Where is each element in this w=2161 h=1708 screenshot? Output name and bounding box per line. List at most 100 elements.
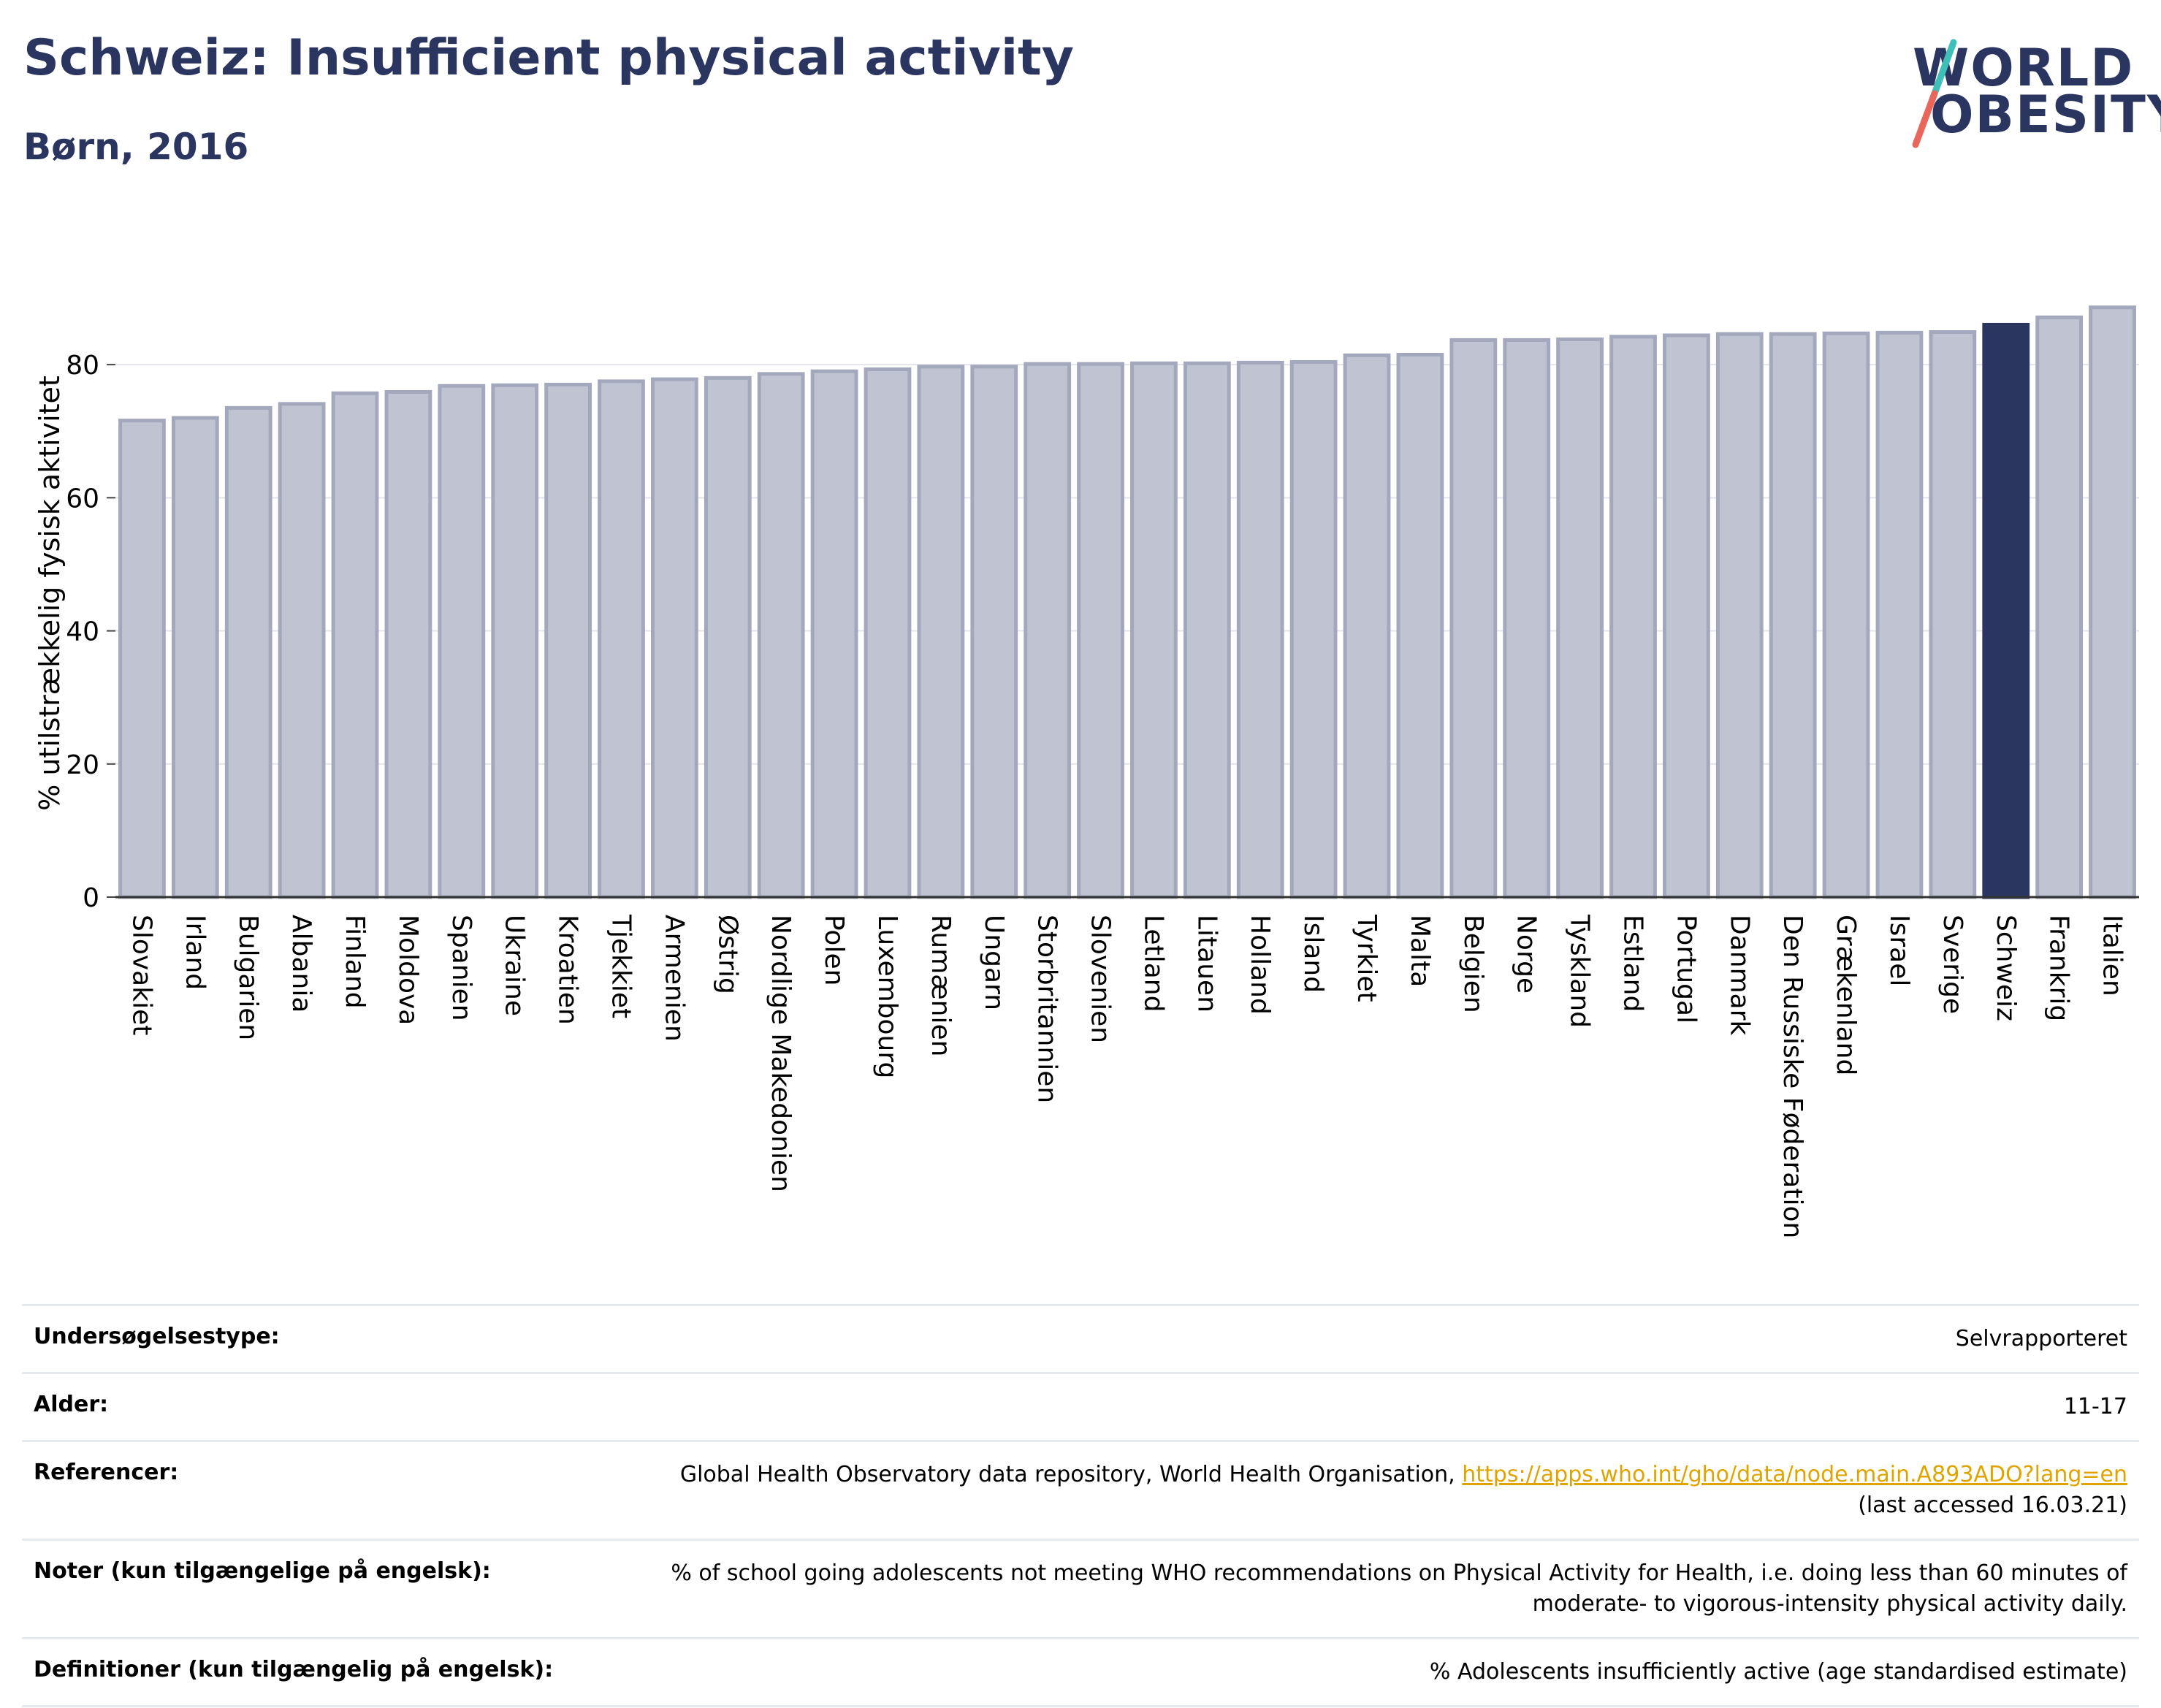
x-tick-label: Portugal xyxy=(1671,915,1701,1023)
x-tick-label: Den Russiske Føderation xyxy=(1777,915,1807,1238)
x-tick-label: Tyrkiet xyxy=(1352,914,1381,1002)
x-tick-label: Storbritannien xyxy=(1032,915,1062,1103)
x-tick-label: Sverige xyxy=(1937,915,1967,1014)
x-tick-label: Albania xyxy=(286,915,316,1013)
world-obesity-logo: WORLD OBESITY xyxy=(1892,35,2161,152)
bar-frankrig[interactable] xyxy=(2035,315,2084,899)
bar-schweiz[interactable] xyxy=(1982,322,2030,899)
x-tick-label: Ukraine xyxy=(500,915,530,1016)
y-tick-label: 60 xyxy=(66,484,99,514)
bar-danmark[interactable] xyxy=(1715,332,1764,899)
notes-value: % of school going adolescents not meetin… xyxy=(671,1558,2127,1620)
x-tick-label: Slovenien xyxy=(1086,915,1116,1043)
x-tick-label: Tjekkiet xyxy=(606,914,636,1018)
x-tick-label: Italien xyxy=(2097,915,2127,996)
x-tick-label: Luxembourg xyxy=(872,915,902,1078)
bar-portugal[interactable] xyxy=(1663,333,1710,899)
bar-irland[interactable] xyxy=(171,416,219,899)
x-tick-label: Island xyxy=(1298,915,1328,993)
x-tick-label: Bulgarien xyxy=(233,915,263,1040)
x-tick-label: Kroatien xyxy=(553,915,583,1025)
x-tick-label: Malta xyxy=(1405,915,1435,987)
bar-albania[interactable] xyxy=(278,402,326,899)
bar-tyskland[interactable] xyxy=(1556,337,1604,899)
bar-belgien[interactable] xyxy=(1449,338,1498,899)
bar-bulgarien[interactable] xyxy=(224,405,272,899)
bar-litauen[interactable] xyxy=(1183,361,1231,899)
references-value: Global Health Observatory data repositor… xyxy=(680,1460,2127,1521)
y-tick-label: 0 xyxy=(83,883,99,913)
x-tick-label: Danmark xyxy=(1724,915,1754,1036)
bar-kroatien[interactable] xyxy=(544,382,592,899)
x-tick-label: Nordlige Makedonien xyxy=(766,915,796,1192)
bar-nordlige-makedonien[interactable] xyxy=(757,372,805,899)
bar-spanien[interactable] xyxy=(438,384,486,899)
x-tick-label: Litauen xyxy=(1192,915,1221,1013)
references-text: Global Health Observatory data repositor… xyxy=(679,1462,1455,1487)
bar-italien[interactable] xyxy=(2089,305,2136,899)
bar-norge[interactable] xyxy=(1503,338,1551,899)
chart-subtitle: Børn, 2016 xyxy=(23,126,249,168)
notes-line-2: moderate- to vigorous-intensity physical… xyxy=(1532,1591,2127,1617)
chart-title: Schweiz: Insufficient physical activity xyxy=(23,29,1074,87)
info-table: Undersøgelsestype: Selvrapporteret Alder… xyxy=(22,1304,2139,1707)
bar-luxembourg[interactable] xyxy=(864,367,912,899)
bar-slovakiet[interactable] xyxy=(118,419,166,899)
survey-type-value: Selvrapporteret xyxy=(1955,1326,2127,1351)
bar-storbritannien[interactable] xyxy=(1024,362,1072,899)
bar-den-russiske-føderation[interactable] xyxy=(1769,332,1817,899)
info-row-survey-type: Undersøgelsestype: Selvrapporteret xyxy=(22,1304,2139,1372)
bar-armenien[interactable] xyxy=(651,377,698,899)
x-tick-label: Slovakiet xyxy=(126,915,156,1035)
references-label: Referencer: xyxy=(34,1460,179,1485)
x-tick-label: Spanien xyxy=(446,915,476,1021)
x-tick-label: Moldova xyxy=(393,915,423,1025)
bar-moldova[interactable] xyxy=(384,389,432,899)
bar-letland[interactable] xyxy=(1130,361,1178,899)
references-accessed: (last accessed 16.03.21) xyxy=(1858,1492,2127,1518)
references-link[interactable]: https://apps.who.int/gho/data/node.main.… xyxy=(1462,1462,2127,1487)
bar-tjekkiet[interactable] xyxy=(598,379,645,899)
info-row-age: Alder: 11-17 xyxy=(22,1372,2139,1440)
bar-holland[interactable] xyxy=(1236,360,1284,899)
x-tick-label: Schweiz xyxy=(1991,915,2021,1021)
x-tick-label: Tyskland xyxy=(1565,914,1595,1028)
bar-sverige[interactable] xyxy=(1929,329,1977,899)
x-tick-label: Polen xyxy=(819,915,849,985)
survey-type-label: Undersøgelsestype: xyxy=(34,1324,280,1349)
bar-israel[interactable] xyxy=(1875,330,1924,899)
x-tick-label: Holland xyxy=(1245,915,1275,1015)
x-tick-label: Letland xyxy=(1138,915,1168,1012)
bar-ungarn[interactable] xyxy=(970,365,1018,899)
bar-malta[interactable] xyxy=(1396,352,1444,899)
x-tick-label: Grækenland xyxy=(1831,915,1861,1075)
x-tick-label: Ungarn xyxy=(979,915,1009,1010)
bar-ukraine[interactable] xyxy=(491,383,539,899)
info-row-definitions: Definitioner (kun tilgængelig på engelsk… xyxy=(22,1637,2139,1707)
bar-finland[interactable] xyxy=(331,391,379,899)
logo-slash-icon xyxy=(1912,39,1957,148)
bar-polen[interactable] xyxy=(810,369,858,899)
bar-tyrkiet[interactable] xyxy=(1343,353,1391,899)
bar-rumænien[interactable] xyxy=(917,365,965,899)
info-row-notes: Noter (kun tilgængelige på engelsk): % o… xyxy=(22,1539,2139,1637)
notes-label: Noter (kun tilgængelige på engelsk): xyxy=(34,1558,491,1584)
x-tick-label: Norge xyxy=(1512,915,1541,994)
y-tick-label: 80 xyxy=(66,351,99,381)
x-tick-label: Irland xyxy=(180,915,210,990)
definitions-label: Definitioner (kun tilgængelig på engelsk… xyxy=(34,1657,554,1682)
bar-chart: 0 20 40 60 80 Slovakiet Irland Bulgarien Albania… xyxy=(66,305,2139,1238)
y-tick-label: 20 xyxy=(66,750,99,780)
x-tick-label: Belgien xyxy=(1458,915,1488,1013)
x-tick-label: Israel xyxy=(1884,915,1914,986)
bar-slovenien[interactable] xyxy=(1077,362,1124,899)
bar-island[interactable] xyxy=(1289,359,1338,899)
bar-estland[interactable] xyxy=(1609,335,1657,899)
x-tick-label: Estland xyxy=(1618,915,1648,1012)
x-tick-label: Rumænien xyxy=(926,915,956,1056)
bar-østrig[interactable] xyxy=(704,375,752,899)
bar-grækenland[interactable] xyxy=(1822,331,1870,899)
x-tick-label: Finland xyxy=(340,915,370,1009)
age-label: Alder: xyxy=(34,1392,109,1417)
x-tick-label: Frankrig xyxy=(2044,915,2074,1021)
